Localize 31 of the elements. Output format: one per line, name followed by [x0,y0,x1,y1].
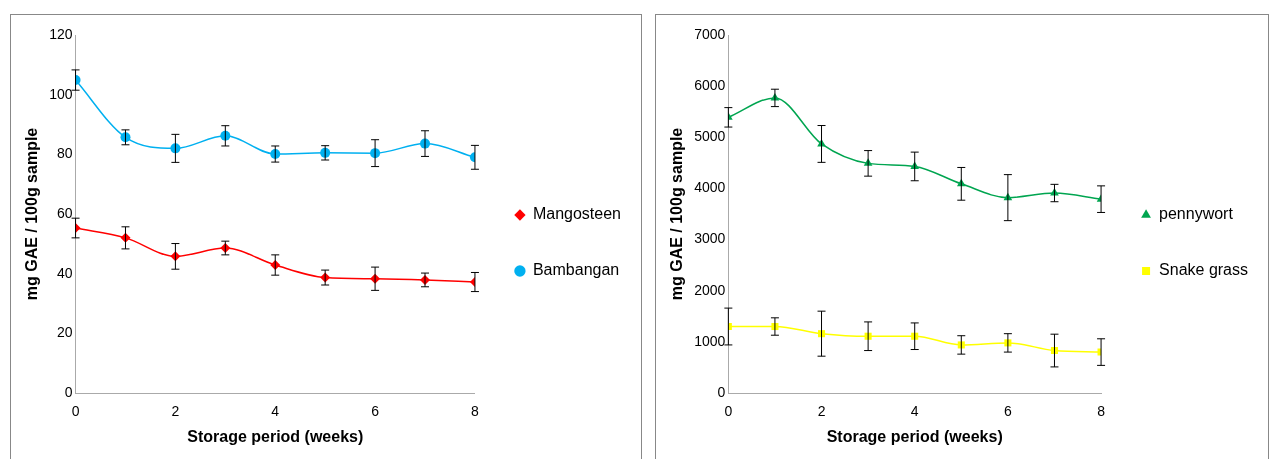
x-tick-label: 8 [471,403,480,420]
legend-label: Snake grass [1159,261,1248,279]
y-tick-label: 120 [49,25,73,42]
x-tick-label: 6 [371,403,380,420]
y-tick-label: 6000 [694,77,726,93]
legend-label: Mangosteen [532,205,621,223]
y-tick-label: 0 [64,383,73,400]
y-tick-label: 1000 [694,332,726,349]
y-axis-title: mg GAE / 100g sample [668,127,686,301]
y-tick-label: 0 [717,383,726,400]
y-tick-label: 7000 [694,25,726,42]
y-tick-label: 60 [56,204,73,221]
legend-label: pennywort [1159,205,1234,223]
y-tick-label: 4000 [694,179,726,196]
x-tick-label: 2 [817,403,826,420]
legend-label: Bambangan [532,261,620,279]
y-tick-label: 3000 [694,230,726,247]
y-tick-label: 40 [56,264,73,281]
y-tick-label: 80 [56,145,73,162]
y-tick-label: 20 [56,324,73,341]
x-tick-label: 4 [271,403,280,420]
x-tick-label: 6 [1003,403,1012,420]
x-tick-label: 2 [171,403,180,420]
x-tick-label: 8 [1097,403,1106,420]
x-axis-title: Storage period (weeks) [826,427,1003,445]
x-axis-title: Storage period (weeks) [187,427,364,445]
y-tick-label: 100 [49,85,73,102]
y-axis-title: mg GAE / 100g sample [23,127,41,301]
y-tick-label: 2000 [694,281,726,298]
x-tick-label: 4 [910,403,919,420]
y-tick-label: 5000 [694,128,726,145]
